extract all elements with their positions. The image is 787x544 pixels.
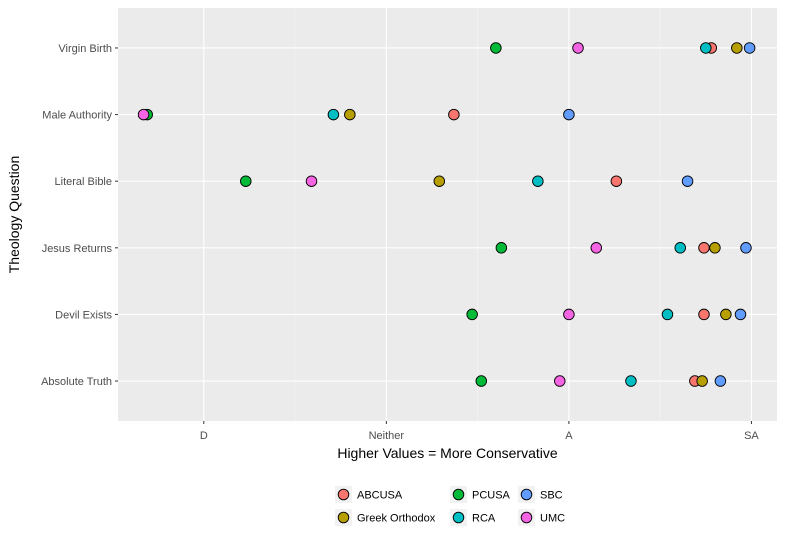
legend-key-symbol xyxy=(337,488,350,501)
data-point xyxy=(714,375,727,387)
y-tick-label: Virgin Birth xyxy=(58,43,112,55)
legend-label: UMC xyxy=(540,513,565,525)
data-point xyxy=(590,242,603,254)
x-tick-label: A xyxy=(565,430,573,442)
x-axis-title: Higher Values = More Conservative xyxy=(337,445,558,461)
data-point xyxy=(433,175,446,187)
data-point xyxy=(532,175,544,187)
x-axis-ticks: D Neither A SA xyxy=(200,421,759,442)
data-point xyxy=(137,108,150,121)
legend: ABCUSA Greek Orthodox PCUSA RCA SBC UMC xyxy=(335,486,565,526)
legend-item: PCUSA xyxy=(450,486,511,503)
grid xyxy=(118,8,777,421)
series-pcusa xyxy=(141,42,508,387)
y-axis-title: Theology Question xyxy=(6,156,22,274)
data-point xyxy=(743,42,756,54)
series-umc xyxy=(137,42,603,387)
data-point xyxy=(475,375,488,387)
data-point xyxy=(305,175,318,187)
legend-label: SBC xyxy=(540,490,563,502)
series-rca xyxy=(327,42,712,387)
y-axis-ticks: Virgin Birth Male Authority Literal Bible J… xyxy=(41,43,118,388)
data-point xyxy=(696,375,708,387)
legend-key-symbol xyxy=(452,511,465,524)
legend-item: UMC xyxy=(518,509,565,526)
data-point xyxy=(466,308,478,321)
series-sbc xyxy=(563,42,756,387)
data-point xyxy=(554,375,566,387)
data-point xyxy=(495,242,508,254)
x-tick-label: D xyxy=(200,430,208,442)
legend-key-symbol xyxy=(520,488,533,501)
data-point xyxy=(327,108,340,121)
legend-key-symbol xyxy=(520,511,533,524)
data-point xyxy=(661,308,674,321)
legend-label: ABCUSA xyxy=(357,490,403,502)
y-tick-label: Jesus Returns xyxy=(42,243,113,255)
legend-item: SBC xyxy=(518,486,563,503)
legend-item: ABCUSA xyxy=(335,486,403,503)
data-point xyxy=(681,175,694,187)
data-point xyxy=(625,375,637,387)
legend-label: Greek Orthodox xyxy=(357,513,436,525)
y-tick-label: Literal Bible xyxy=(55,176,112,188)
data-point xyxy=(344,108,356,121)
data-point xyxy=(448,108,460,121)
data-point xyxy=(709,242,721,254)
legend-label: RCA xyxy=(472,513,496,525)
data-point xyxy=(240,175,252,187)
panel-background xyxy=(118,8,777,421)
legend-key-symbol xyxy=(337,511,350,524)
data-point xyxy=(740,242,752,254)
data-points xyxy=(137,42,756,387)
data-point xyxy=(731,42,743,54)
data-point xyxy=(674,242,686,254)
series-greek-orthodox xyxy=(344,42,743,387)
data-point xyxy=(734,308,747,321)
legend-item: Greek Orthodox xyxy=(335,509,436,526)
data-point xyxy=(610,175,623,187)
y-tick-label: Devil Exists xyxy=(55,309,112,321)
data-point xyxy=(720,308,732,321)
data-point xyxy=(563,108,575,121)
data-point xyxy=(698,308,710,321)
x-tick-label: Neither xyxy=(369,430,405,442)
y-tick-label: Male Authority xyxy=(42,110,112,122)
data-point xyxy=(572,42,584,54)
legend-item: RCA xyxy=(450,509,496,526)
data-point xyxy=(563,308,575,321)
legend-label: PCUSA xyxy=(472,490,511,502)
data-point xyxy=(490,42,502,54)
x-tick-label: SA xyxy=(744,430,759,442)
data-point xyxy=(700,42,712,54)
legend-key-symbol xyxy=(452,488,465,501)
data-point xyxy=(698,242,710,254)
y-tick-label: Absolute Truth xyxy=(41,376,112,388)
